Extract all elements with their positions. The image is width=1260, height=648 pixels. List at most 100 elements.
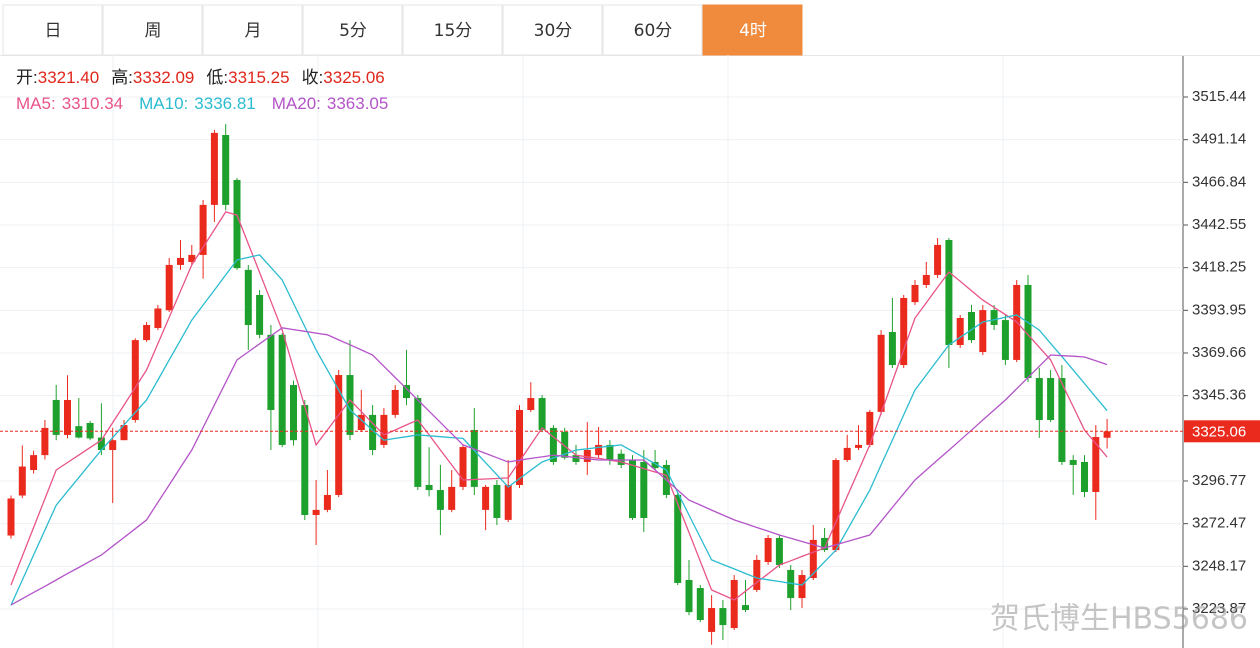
tab[interactable] (702, 4, 803, 56)
ma-line (10, 327, 1108, 606)
candle-body (1103, 431, 1111, 438)
candle-body (391, 389, 399, 415)
tab-label[interactable]: 5分 (339, 21, 367, 41)
ohlc-label: 开: (16, 68, 38, 87)
tab[interactable] (102, 4, 203, 56)
candle-body (278, 334, 286, 445)
candle-body (696, 588, 704, 620)
candle-body (165, 264, 173, 311)
y-tick-label: 3442.55 (1192, 216, 1246, 233)
candle-body (188, 254, 196, 262)
ma-name: MA10: (139, 94, 188, 113)
tab-label[interactable]: 15分 (434, 21, 473, 41)
candle-body (775, 537, 783, 566)
ohlc-label: 低: (206, 68, 228, 87)
candle-body (120, 425, 128, 441)
candle-body (86, 422, 94, 439)
tab-label[interactable]: 4时 (739, 21, 767, 41)
tab[interactable] (302, 4, 403, 56)
candle-body (301, 405, 309, 515)
candle-body (832, 460, 840, 551)
candle-body (256, 294, 264, 335)
tab-label[interactable]: 周 (145, 21, 162, 41)
candle-body (75, 426, 83, 438)
last-price-label: 3325.06 (1192, 423, 1246, 440)
candle-body (527, 398, 535, 410)
tab[interactable] (402, 4, 503, 56)
tab-label[interactable]: 日 (45, 21, 62, 41)
candle-body (482, 486, 490, 510)
candle-body (244, 269, 252, 325)
y-tick-label: 3491.14 (1192, 131, 1246, 148)
candle-body (888, 332, 896, 366)
y-tick-label: 3272.47 (1192, 515, 1246, 532)
candle-body (425, 484, 433, 491)
candle-body (900, 297, 908, 366)
candle-body (369, 414, 377, 451)
tab-label[interactable]: 月 (245, 21, 262, 41)
candle-body (41, 427, 49, 456)
y-tick-label: 3248.17 (1192, 557, 1246, 574)
ma-line (10, 211, 1108, 601)
candle-body (843, 447, 851, 461)
ohlc-label: 高: (111, 68, 133, 87)
candle-body (312, 509, 320, 515)
candle-body (436, 490, 444, 510)
candle-body (742, 605, 749, 610)
ohlc-label: 收: (302, 68, 324, 87)
candle-body (357, 414, 365, 430)
ohlc-value: 3332.09 (133, 68, 194, 87)
candle-body (730, 579, 738, 629)
tab[interactable] (2, 4, 103, 56)
candle-body (1092, 437, 1100, 492)
candle-body (606, 444, 614, 461)
watermark: 贺氏博生HBS5686 (990, 602, 1248, 637)
candle-body (764, 537, 772, 563)
y-tick-label: 3515.44 (1192, 88, 1246, 105)
candle-body (753, 559, 761, 590)
ma-name: MA5: (16, 94, 56, 113)
candle-body (1024, 284, 1032, 379)
candle-body (52, 399, 60, 435)
candle-body (403, 385, 410, 399)
tab[interactable] (502, 4, 603, 56)
candle-body (504, 484, 512, 520)
candle-body (233, 179, 241, 269)
candle-body (945, 240, 953, 346)
candle-body (685, 579, 693, 613)
candle-body (583, 450, 591, 462)
candle-body (708, 608, 716, 632)
tab-label[interactable]: 60分 (634, 21, 673, 41)
ma-value: 3336.81 (194, 94, 255, 113)
ma-legend: MA5: 3310.34 MA10: 3336.81 MA20: 3363.05 (16, 94, 388, 113)
candle-body (934, 244, 942, 275)
candle-body (821, 537, 829, 551)
candle-body (549, 427, 557, 462)
y-tick-label: 3418.25 (1192, 259, 1246, 276)
candle-body (809, 539, 817, 579)
candle-body (154, 308, 162, 328)
candle-body (290, 385, 297, 441)
candle-body (131, 340, 139, 420)
candle-body (956, 317, 964, 346)
candle-body (877, 334, 885, 412)
candle-body (1069, 460, 1077, 465)
tab[interactable] (202, 4, 303, 56)
candle-body (210, 132, 218, 205)
candle-body (18, 466, 26, 496)
candle-body (719, 608, 727, 626)
candle-body (595, 444, 603, 456)
tab[interactable] (602, 4, 703, 56)
y-tick-label: 3393.95 (1192, 301, 1246, 318)
candle-body (1035, 378, 1043, 420)
candle-body (787, 569, 795, 599)
candle-body (1058, 378, 1066, 462)
candle-body (1001, 320, 1009, 360)
candle-body (493, 484, 501, 518)
tab-label[interactable]: 30分 (534, 21, 573, 41)
candle-body (177, 257, 184, 265)
candle-body (617, 453, 625, 465)
candle-body (855, 444, 862, 448)
